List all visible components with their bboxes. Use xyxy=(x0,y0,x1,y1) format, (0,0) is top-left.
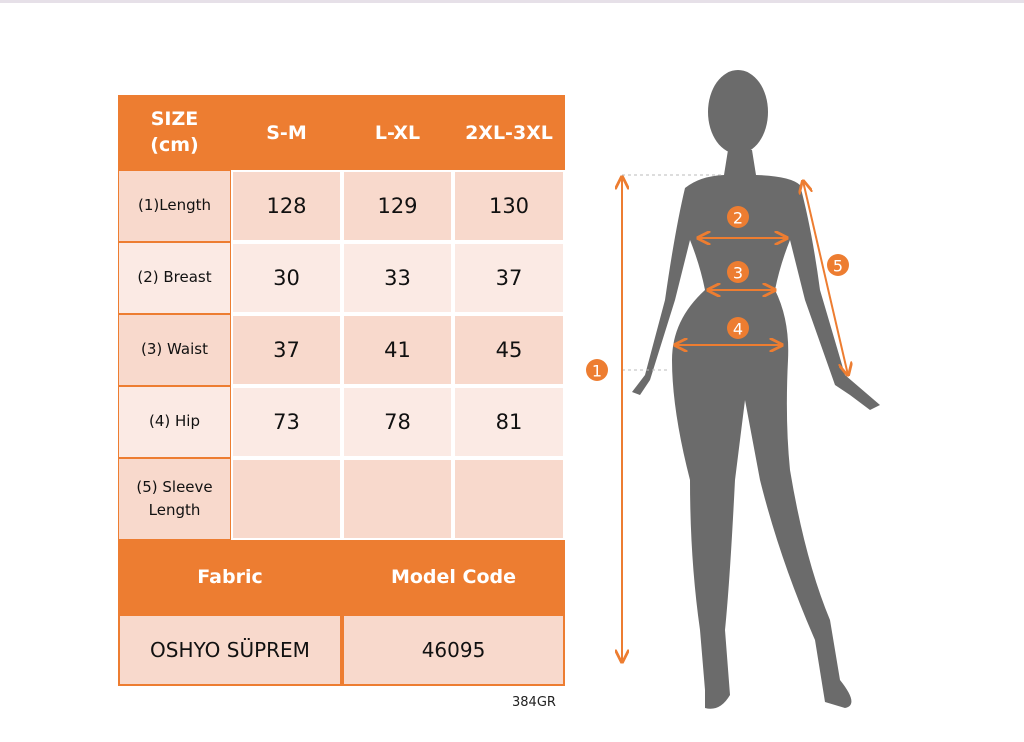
marker-circle xyxy=(586,359,608,381)
silhouette xyxy=(632,150,880,709)
details-header: Model Code xyxy=(342,540,565,614)
product-code: 384GR xyxy=(512,695,556,710)
size-value: 73 xyxy=(231,386,342,458)
row-label: (3) Waist xyxy=(118,314,231,386)
size-value: 81 xyxy=(453,386,565,458)
size-value: 130 xyxy=(453,170,565,242)
size-value xyxy=(453,458,565,540)
header-cell: 2XL-3XL xyxy=(453,95,565,170)
size-value xyxy=(231,458,342,540)
row-label: (1)Length xyxy=(118,170,231,242)
details-header: Fabric xyxy=(118,540,342,614)
header-cell: L-XL xyxy=(342,95,453,170)
guides xyxy=(622,174,722,371)
arrows xyxy=(622,177,848,662)
arrow xyxy=(803,181,848,375)
size-value: 41 xyxy=(342,314,453,386)
size-value: 37 xyxy=(453,242,565,314)
size-value: 128 xyxy=(231,170,342,242)
marker-label: 1 xyxy=(592,362,602,381)
marker-circle xyxy=(727,317,749,339)
top-border xyxy=(0,0,1024,3)
head xyxy=(708,70,768,154)
marker-label: 5 xyxy=(833,257,843,276)
size-value xyxy=(342,458,453,540)
size-value: 30 xyxy=(231,242,342,314)
size-value: 37 xyxy=(231,314,342,386)
header-cell: SIZE (cm) xyxy=(118,95,231,170)
row-label: (4) Hip xyxy=(118,386,231,458)
size-value: 78 xyxy=(342,386,453,458)
size-value: 33 xyxy=(342,242,453,314)
size-value: 45 xyxy=(453,314,565,386)
header-cell: S-M xyxy=(231,95,342,170)
details-value: OSHYO SÜPREM xyxy=(118,614,342,686)
marker-label: 3 xyxy=(733,264,743,283)
marker-label: 2 xyxy=(733,209,743,228)
marker-circle xyxy=(727,206,749,228)
marker-circle xyxy=(727,261,749,283)
row-label: (2) Breast xyxy=(118,242,231,314)
row-label: (5) Sleeve Length xyxy=(118,458,231,540)
size-value: 129 xyxy=(342,170,453,242)
details-value: 46095 xyxy=(342,614,565,686)
markers: 1 2 3 4 5 xyxy=(586,206,849,381)
marker-circle xyxy=(827,254,849,276)
marker-label: 4 xyxy=(733,320,743,339)
